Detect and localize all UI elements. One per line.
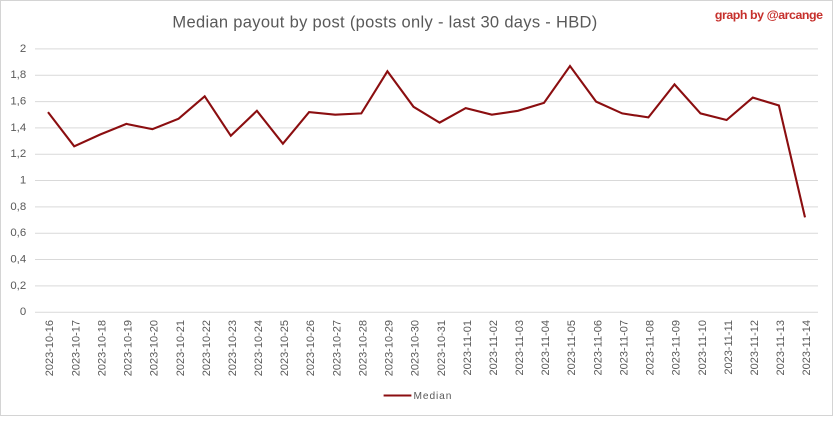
svg-text:2023-11-13: 2023-11-13 [775,320,787,375]
svg-text:2023-11-06: 2023-11-06 [592,320,604,375]
svg-text:0,8: 0,8 [10,201,26,213]
svg-text:2023-10-29: 2023-10-29 [384,320,396,376]
svg-text:2023-11-10: 2023-11-10 [697,320,709,375]
svg-text:2023-10-27: 2023-10-27 [331,320,343,376]
svg-text:2023-11-08: 2023-11-08 [645,320,657,375]
svg-text:2023-11-11: 2023-11-11 [723,320,735,375]
svg-text:2023-10-28: 2023-10-28 [358,320,370,376]
svg-text:2023-10-16: 2023-10-16 [44,320,56,376]
svg-text:2023-10-18: 2023-10-18 [97,320,109,376]
svg-text:2023-10-21: 2023-10-21 [175,320,187,376]
svg-text:2023-10-30: 2023-10-30 [410,320,422,376]
svg-text:2023-11-12: 2023-11-12 [749,320,761,375]
svg-text:1,6: 1,6 [10,96,26,108]
svg-text:1: 1 [20,175,26,187]
svg-text:2023-10-26: 2023-10-26 [305,320,317,376]
svg-text:2023-11-14: 2023-11-14 [801,320,813,375]
svg-text:2023-10-17: 2023-10-17 [70,320,82,376]
svg-text:2023-10-25: 2023-10-25 [279,320,291,376]
svg-text:Median payout by post (posts o: Median payout by post (posts only - last… [172,14,597,32]
svg-text:2023-11-07: 2023-11-07 [619,320,631,375]
svg-text:2023-11-01: 2023-11-01 [462,320,474,375]
svg-text:1,2: 1,2 [10,148,26,160]
svg-text:0,6: 0,6 [10,227,26,239]
svg-text:2: 2 [20,43,26,55]
svg-text:2023-11-09: 2023-11-09 [671,320,683,375]
svg-text:2023-11-05: 2023-11-05 [566,320,578,375]
svg-text:0: 0 [20,306,26,318]
svg-text:2023-11-04: 2023-11-04 [540,320,552,375]
svg-text:1,8: 1,8 [10,69,26,81]
svg-text:2023-10-24: 2023-10-24 [253,320,265,376]
svg-text:2023-10-23: 2023-10-23 [227,320,239,376]
svg-text:2023-10-19: 2023-10-19 [123,320,135,376]
svg-text:2023-10-20: 2023-10-20 [149,320,161,376]
svg-text:1,4: 1,4 [10,122,26,134]
svg-text:2023-11-03: 2023-11-03 [514,320,526,375]
svg-text:Median: Median [414,391,453,402]
svg-text:graph by @arcange: graph by @arcange [715,8,823,22]
svg-text:2023-10-22: 2023-10-22 [201,320,213,376]
svg-text:2023-10-31: 2023-10-31 [436,320,448,376]
svg-text:2023-11-02: 2023-11-02 [488,320,500,375]
svg-text:0,4: 0,4 [10,254,26,266]
svg-text:0,2: 0,2 [10,280,26,292]
